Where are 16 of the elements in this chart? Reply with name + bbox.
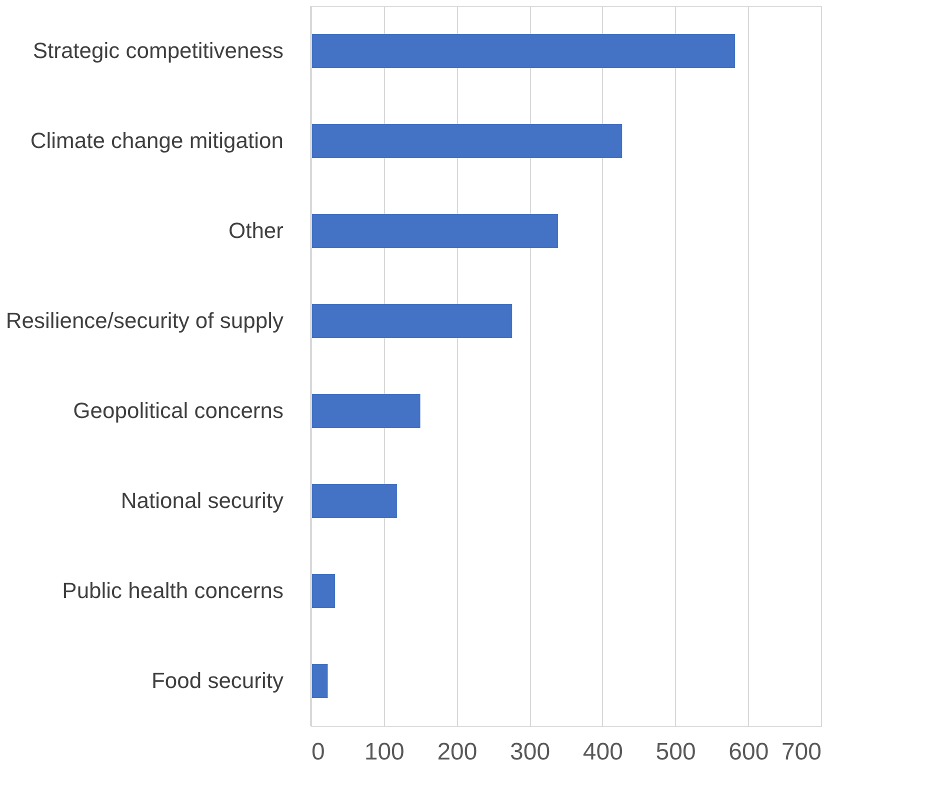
x-tick-label: 300 [510, 738, 550, 766]
y-tick-label: Climate change mitigation [30, 128, 284, 153]
x-tick-label: 600 [728, 738, 769, 766]
x-tick-label: 400 [582, 738, 623, 766]
x-tick-label: 500 [656, 738, 696, 766]
x-tick-label: 200 [437, 738, 478, 766]
x-tick-label: 0 [312, 738, 325, 766]
y-tick-label: Food security [151, 668, 284, 693]
x-tick-label: 700 [781, 738, 822, 766]
y-tick-label: Resilience/security of supply [6, 308, 284, 333]
y-tick-label: Strategic competitiveness [32, 38, 284, 63]
y-tick-label: Other [228, 218, 284, 243]
y-tick-label: Public health concerns [62, 578, 284, 603]
y-tick-label: National security [120, 488, 284, 513]
x-tick-label: 100 [364, 738, 404, 766]
y-tick-label: Geopolitical concerns [73, 398, 284, 423]
